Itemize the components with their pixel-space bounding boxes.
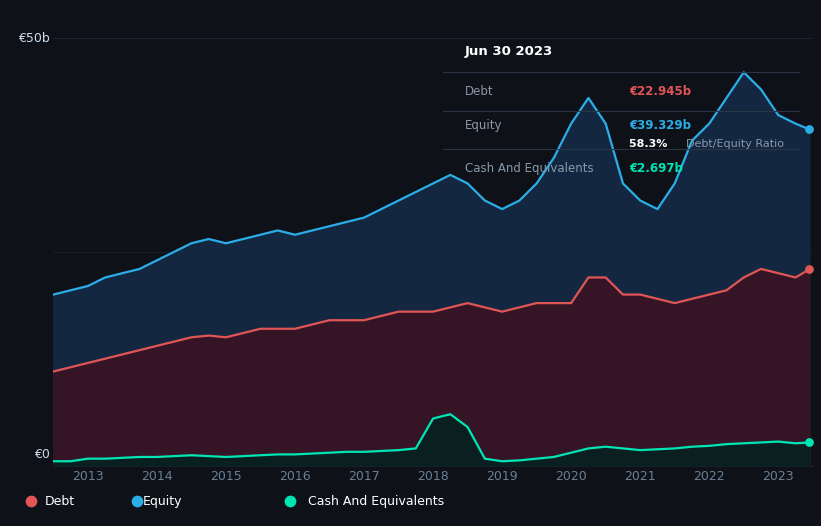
Text: €39.329b: €39.329b [629,119,691,132]
Text: 58.3%: 58.3% [629,139,672,149]
Text: Debt/Equity Ratio: Debt/Equity Ratio [686,139,784,149]
Point [283,497,296,505]
Text: Equity: Equity [143,494,182,508]
Text: €2.697b: €2.697b [629,162,683,175]
Text: Debt: Debt [465,85,493,98]
Text: Equity: Equity [465,119,502,132]
Text: €22.945b: €22.945b [629,85,691,98]
Text: €0: €0 [34,448,49,461]
Point [803,265,816,274]
Text: Debt: Debt [45,494,76,508]
Text: Cash And Equivalents: Cash And Equivalents [309,494,444,508]
Point [131,497,144,505]
Text: Jun 30 2023: Jun 30 2023 [465,45,553,58]
Text: €50b: €50b [18,32,49,45]
Text: Cash And Equivalents: Cash And Equivalents [465,162,594,175]
Point [803,438,816,447]
Point [25,497,38,505]
Point [803,125,816,134]
